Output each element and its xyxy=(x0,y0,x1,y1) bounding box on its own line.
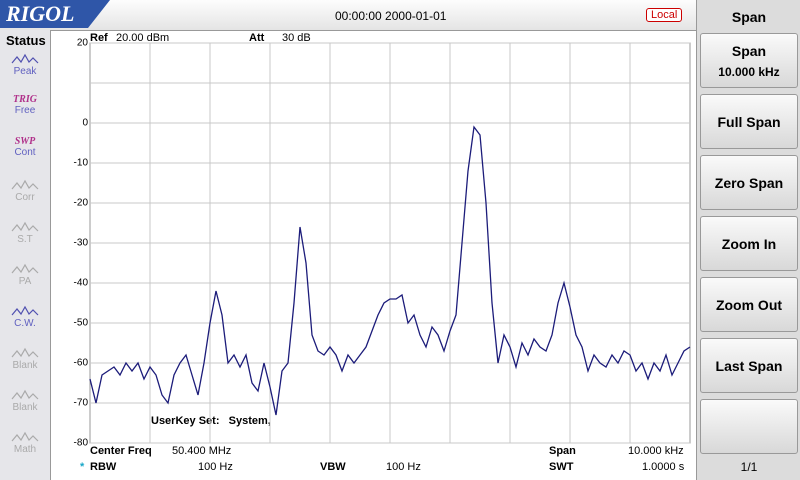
rbw-label: RBW xyxy=(90,461,117,473)
status-top: SWP xyxy=(14,136,36,147)
status-label: Free xyxy=(14,105,36,116)
button-value: 10.000 kHz xyxy=(718,64,780,79)
att-value: 30 dB xyxy=(282,32,311,44)
vbw-label: VBW xyxy=(320,461,346,473)
y-tick-label: -60 xyxy=(74,358,89,369)
status-item[interactable]: Peak xyxy=(3,52,47,77)
status-icon xyxy=(11,53,39,64)
span-label: Span xyxy=(549,445,576,457)
page-indicator: 1/1 xyxy=(740,460,758,474)
center-label: Center Freq xyxy=(90,445,152,457)
status-label: PA xyxy=(18,276,32,287)
status-item[interactable]: Blank xyxy=(3,388,47,413)
status-item[interactable]: Blank xyxy=(3,346,47,371)
y-tick-label: 20 xyxy=(77,38,89,49)
status-label: S.T xyxy=(17,234,33,245)
status-label: Blank xyxy=(12,360,38,371)
menu-button[interactable] xyxy=(700,399,798,454)
rbw-marker: * xyxy=(80,461,85,473)
menu-button[interactable]: Last Span xyxy=(700,338,798,393)
status-icon xyxy=(11,347,39,358)
status-item[interactable]: TRIG Free xyxy=(3,94,47,116)
button-label: Span xyxy=(731,42,767,59)
menu-button[interactable]: Full Span xyxy=(700,94,798,149)
icon-line xyxy=(11,221,39,232)
menu-panel: Span 1/1 Span 10.000 kHz Full Span Zero Spa… xyxy=(696,0,800,480)
icon-line xyxy=(11,347,39,358)
y-tick-label: -20 xyxy=(74,198,89,209)
button-label: Zoom In xyxy=(721,235,777,252)
center-value: 50.400 MHz xyxy=(172,445,232,457)
button-label: Full Span xyxy=(717,113,781,130)
icon-line xyxy=(11,431,39,442)
status-top: TRIG xyxy=(13,94,37,105)
button-label: Zoom Out xyxy=(715,296,783,313)
swt-value: 1.0000 s xyxy=(642,461,685,473)
swt-label: SWT xyxy=(549,461,574,473)
mode-badge: Local xyxy=(646,8,683,22)
top-bar xyxy=(0,0,696,31)
status-item[interactable]: PA xyxy=(3,262,47,287)
rbw-value: 100 Hz xyxy=(198,461,233,473)
icon-line xyxy=(11,305,39,316)
y-tick-label: -40 xyxy=(74,278,89,289)
status-label: Peak xyxy=(13,66,37,77)
y-tick-label: -70 xyxy=(74,398,89,409)
ref-value: 20.00 dBm xyxy=(116,32,169,44)
trace xyxy=(89,125,691,416)
status-item[interactable]: Math xyxy=(3,430,47,455)
status-label: C.W. xyxy=(14,318,36,329)
menu-button[interactable]: Span 10.000 kHz xyxy=(700,33,798,88)
status-icon xyxy=(11,305,39,316)
status-item[interactable]: S.T xyxy=(3,220,47,245)
y-tick-label: 0 xyxy=(82,118,88,129)
status-item[interactable]: SWP Cont xyxy=(3,136,47,158)
datetime: 00:00:00 2000-01-01 xyxy=(335,9,447,23)
icon-line xyxy=(11,53,39,64)
menu-button[interactable]: Zoom In xyxy=(700,216,798,271)
status-label: Blank xyxy=(12,402,38,413)
status-item[interactable]: C.W. xyxy=(3,304,47,329)
annotation: UserKey Set: System, xyxy=(151,415,271,427)
icon-line xyxy=(11,389,39,400)
status-label: Corr xyxy=(15,192,35,203)
logo: RIGOL xyxy=(0,0,110,28)
status-label: Cont xyxy=(14,147,36,158)
span-value: 10.000 kHz xyxy=(628,445,684,457)
y-tick-label: -10 xyxy=(74,158,89,169)
button-label: Last Span xyxy=(715,357,783,374)
menu-title: Span xyxy=(731,9,767,25)
y-tick-label: -50 xyxy=(74,318,89,329)
menu-button[interactable]: Zero Span xyxy=(700,155,798,210)
y-tick-label: -80 xyxy=(74,438,89,449)
y-tick-label: -30 xyxy=(74,238,89,249)
att-label: Att xyxy=(249,32,265,44)
status-icon xyxy=(11,389,39,400)
status-label: Math xyxy=(13,444,37,455)
icon-line xyxy=(11,263,39,274)
status-icon xyxy=(11,431,39,442)
vbw-value: 100 Hz xyxy=(386,461,421,473)
status-icon xyxy=(11,263,39,274)
ref-label: Ref xyxy=(90,32,108,44)
button-label: Zero Span xyxy=(714,174,784,191)
status-icon xyxy=(11,179,39,190)
icon-line xyxy=(11,179,39,190)
status-icon xyxy=(11,221,39,232)
status-item[interactable]: Corr xyxy=(3,178,47,203)
status-title: Status xyxy=(6,33,46,48)
menu-button[interactable]: Zoom Out xyxy=(700,277,798,332)
status-panel: Status Peak TRIG Free SWP Cont Corr S.T PA C.W. B… xyxy=(0,30,51,480)
